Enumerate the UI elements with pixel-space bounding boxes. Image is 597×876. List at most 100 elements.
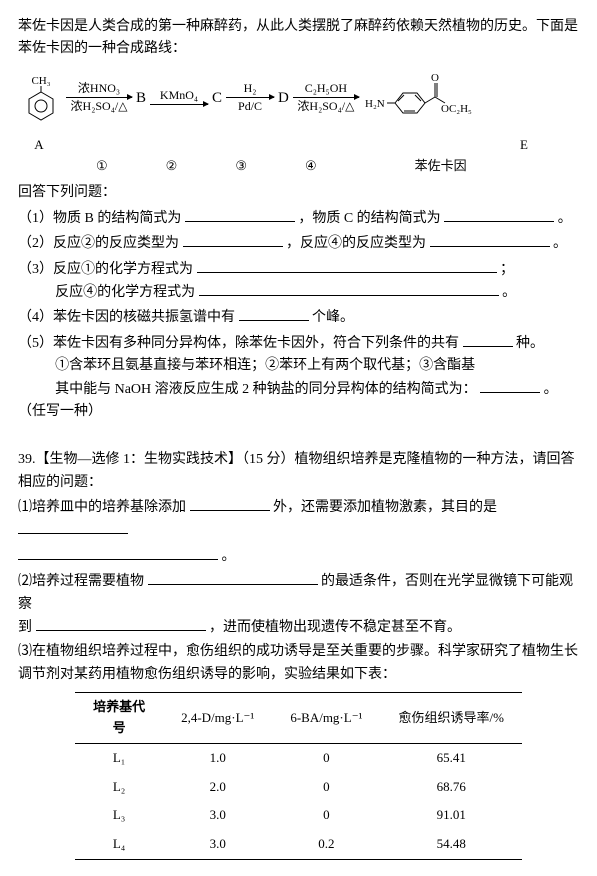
arrow1-top: 浓HNO₃ (78, 82, 120, 95)
bio-q3-a: ⑶在植物组织培养过程中，愈伤组织的成功诱导是至关重要的步骤。科学家研究了植物生长 (18, 644, 578, 659)
bio-q1: ⑴培养皿中的培养基除添加 外，还需要添加植物激素，其目的是 (18, 496, 579, 543)
benzocaine-icon: H₂N O OC₂H₅ (363, 69, 473, 127)
question-5: （5）苯佐卡因有多种同分异构体，除苯佐卡因外，符合下列条件的共有 种。 ①含苯环… (18, 332, 579, 424)
blank-isomer-structure[interactable] (480, 378, 540, 393)
th-6ba: 6-BA/mg·L⁻¹ (272, 693, 380, 744)
cell-l2-code: L₂ (75, 773, 163, 802)
arrow-1: 浓HNO₃ 浓H₂SO₄/△ (66, 82, 132, 113)
question-3: （3）反应①的化学方程式为 ； 反应④的化学方程式为 。 (18, 258, 579, 305)
cell-l4-code: L₄ (75, 830, 163, 859)
bio-heading-1: 39.【生物—选修 1：生物实践技术】（15 分）植物组织培养是克隆植物的一种方… (18, 452, 575, 467)
blank-equation1[interactable] (197, 258, 497, 273)
q4-a: （4）苯佐卡因的核磁共振氢谱中有 (18, 310, 235, 325)
cell-l4-24d: 3.0 (163, 830, 272, 859)
cell-l1-code: L₁ (75, 743, 163, 772)
table-row: L₂ 2.0 0 68.76 (75, 773, 522, 802)
arrow-2: KMnO₄ (150, 89, 208, 107)
th-1b: 号 (113, 720, 126, 735)
question-2: （2）反应②的反应类型为 ，反应④的反应类型为 。 (18, 232, 579, 255)
blank-b-structure[interactable] (185, 207, 295, 222)
q5-d: 其中能与 NaOH 溶液反应生成 2 种钠盐的同分异构体的结构简式为： (55, 382, 477, 397)
q1-b: ，物质 C 的结构简式为 (298, 211, 440, 226)
cell-l3-rate: 91.01 (380, 801, 521, 830)
table-row: L₁ 1.0 0 65.41 (75, 743, 522, 772)
intro-line1: 苯佐卡因是人类合成的第一种麻醉药，从此人类摆脱了麻醉药依赖天然植物的历史。下面是 (18, 19, 578, 34)
letter-b: B (136, 86, 146, 110)
q3-a: （3）反应①的化学方程式为 (18, 262, 193, 277)
arrow4-bot: 浓H₂SO₄/△ (297, 100, 354, 113)
intro-paragraph: 苯佐卡因是人类合成的第一种麻醉药，从此人类摆脱了麻醉药依赖天然植物的历史。下面是… (18, 16, 579, 61)
letter-c: C (212, 86, 222, 110)
blank-reaction4-type[interactable] (430, 232, 550, 247)
q5-f: （任写一种） (18, 404, 102, 419)
svg-text:OC₂H₅: OC₂H₅ (441, 103, 472, 115)
bio-q2: ⑵培养过程需要植物 的最适条件，否则在光学显微镜下可能观察 到 ，进而使植物出现… (18, 570, 579, 639)
cell-l4-rate: 54.48 (380, 830, 521, 859)
th-rate: 愈伤组织诱导率/% (380, 693, 521, 744)
blank-medium-add[interactable] (190, 496, 270, 511)
question-1: （1）物质 B 的结构简式为 ，物质 C 的结构简式为 。 (18, 207, 579, 230)
table-row: L₄ 3.0 0.2 54.48 (75, 830, 522, 859)
arrow-4: C₂H₅OH 浓H₂SO₄/△ (293, 82, 359, 113)
blank-equation4[interactable] (199, 281, 499, 296)
letter-d: D (278, 86, 289, 110)
cell-l3-code: L₃ (75, 801, 163, 830)
arrow1-bot: 浓H₂SO₄/△ (71, 100, 128, 113)
q2-a: （2）反应②的反应类型为 (18, 236, 179, 251)
label-a: A (18, 135, 60, 156)
intro-line2: 苯佐卡因的一种合成路线： (18, 41, 186, 56)
blank-optimal-condition[interactable] (148, 570, 318, 585)
bio-heading-2: 相应的问题： (18, 475, 102, 490)
arrow3-bot: Pd/C (238, 100, 262, 113)
table-row: L₃ 3.0 0 91.01 (75, 801, 522, 830)
th-1a: 培养基代 (93, 699, 145, 714)
q5-c: ①含苯环且氨基直接与苯环相连；②苯环上有两个取代基；③含酯基 (55, 358, 475, 373)
svg-text:O: O (431, 72, 439, 84)
blank-c-structure[interactable] (444, 207, 554, 222)
toluene-icon: CH₃ (20, 74, 62, 122)
svg-text:H₂N: H₂N (365, 98, 385, 110)
bio-q2-d: ，进而使植物出现遗传不稳定甚至不育。 (209, 620, 461, 635)
molecule-a: CH₃ (20, 74, 62, 122)
molecule-e: H₂N O OC₂H₅ (363, 69, 473, 127)
cell-l3-24d: 3.0 (163, 801, 272, 830)
data-table: 培养基代 号 2,4-D/mg·L⁻¹ 6-BA/mg·L⁻¹ 愈伤组织诱导率/… (75, 692, 522, 860)
question-4: （4）苯佐卡因的核磁共振氢谱中有 个峰。 (18, 306, 579, 329)
reaction-labels-row: A E (18, 131, 579, 156)
cell-l2-6ba: 0 (272, 773, 380, 802)
bio-heading: 39.【生物—选修 1：生物实践技术】（15 分）植物组织培养是克隆植物的一种方… (18, 449, 579, 494)
bio-q1-b: 外，还需要添加植物激素，其目的是 (273, 500, 497, 515)
cell-l1-rate: 65.41 (380, 743, 521, 772)
cell-l1-6ba: 0 (272, 743, 380, 772)
q2-b: ，反应④的反应类型为 (286, 236, 426, 251)
bio-q1-a: ⑴培养皿中的培养基除添加 (18, 500, 186, 515)
arrow4-top: C₂H₅OH (305, 82, 347, 95)
q4-b: 个峰。 (312, 310, 354, 325)
q1-c: 。 (558, 211, 572, 226)
blank-hormone-purpose[interactable] (18, 519, 128, 534)
bio-q2-c: 到 (18, 620, 32, 635)
circle-2: ② (166, 156, 178, 177)
circled-numbers-row: ① ② ③ ④ 苯佐卡因 (96, 156, 579, 177)
arrow3-top: H₂ (244, 82, 257, 95)
blank-isomer-count[interactable] (463, 332, 513, 347)
cell-l3-6ba: 0 (272, 801, 380, 830)
bio-q1-endpunct: 。 (222, 549, 236, 564)
arrow2-top: KMnO₄ (160, 89, 198, 102)
circle-1: ① (96, 156, 108, 177)
blank-hormone-purpose-2[interactable] (18, 545, 218, 560)
bio-q2-a: ⑵培养过程需要植物 (18, 574, 144, 589)
circle-4: ④ (305, 156, 317, 177)
cell-l4-6ba: 0.2 (272, 830, 380, 859)
bio-q3: ⑶在植物组织培养过程中，愈伤组织的成功诱导是至关重要的步骤。科学家研究了植物生长… (18, 641, 579, 686)
q3-b: ； (500, 262, 514, 277)
q3-c: 反应④的化学方程式为 (55, 285, 195, 300)
cell-l2-rate: 68.76 (380, 773, 521, 802)
blank-nmr-peaks[interactable] (239, 306, 309, 321)
th-24d: 2,4-D/mg·L⁻¹ (163, 693, 272, 744)
questions-title: 回答下列问题： (18, 182, 579, 204)
svg-text:CH₃: CH₃ (31, 75, 50, 87)
reaction-scheme: CH₃ 浓HNO₃ 浓H₂SO₄/△ B KMnO₄ C H₂ Pd/C D C… (18, 69, 579, 127)
blank-reaction2-type[interactable] (183, 232, 283, 247)
blank-observed[interactable] (36, 616, 206, 631)
